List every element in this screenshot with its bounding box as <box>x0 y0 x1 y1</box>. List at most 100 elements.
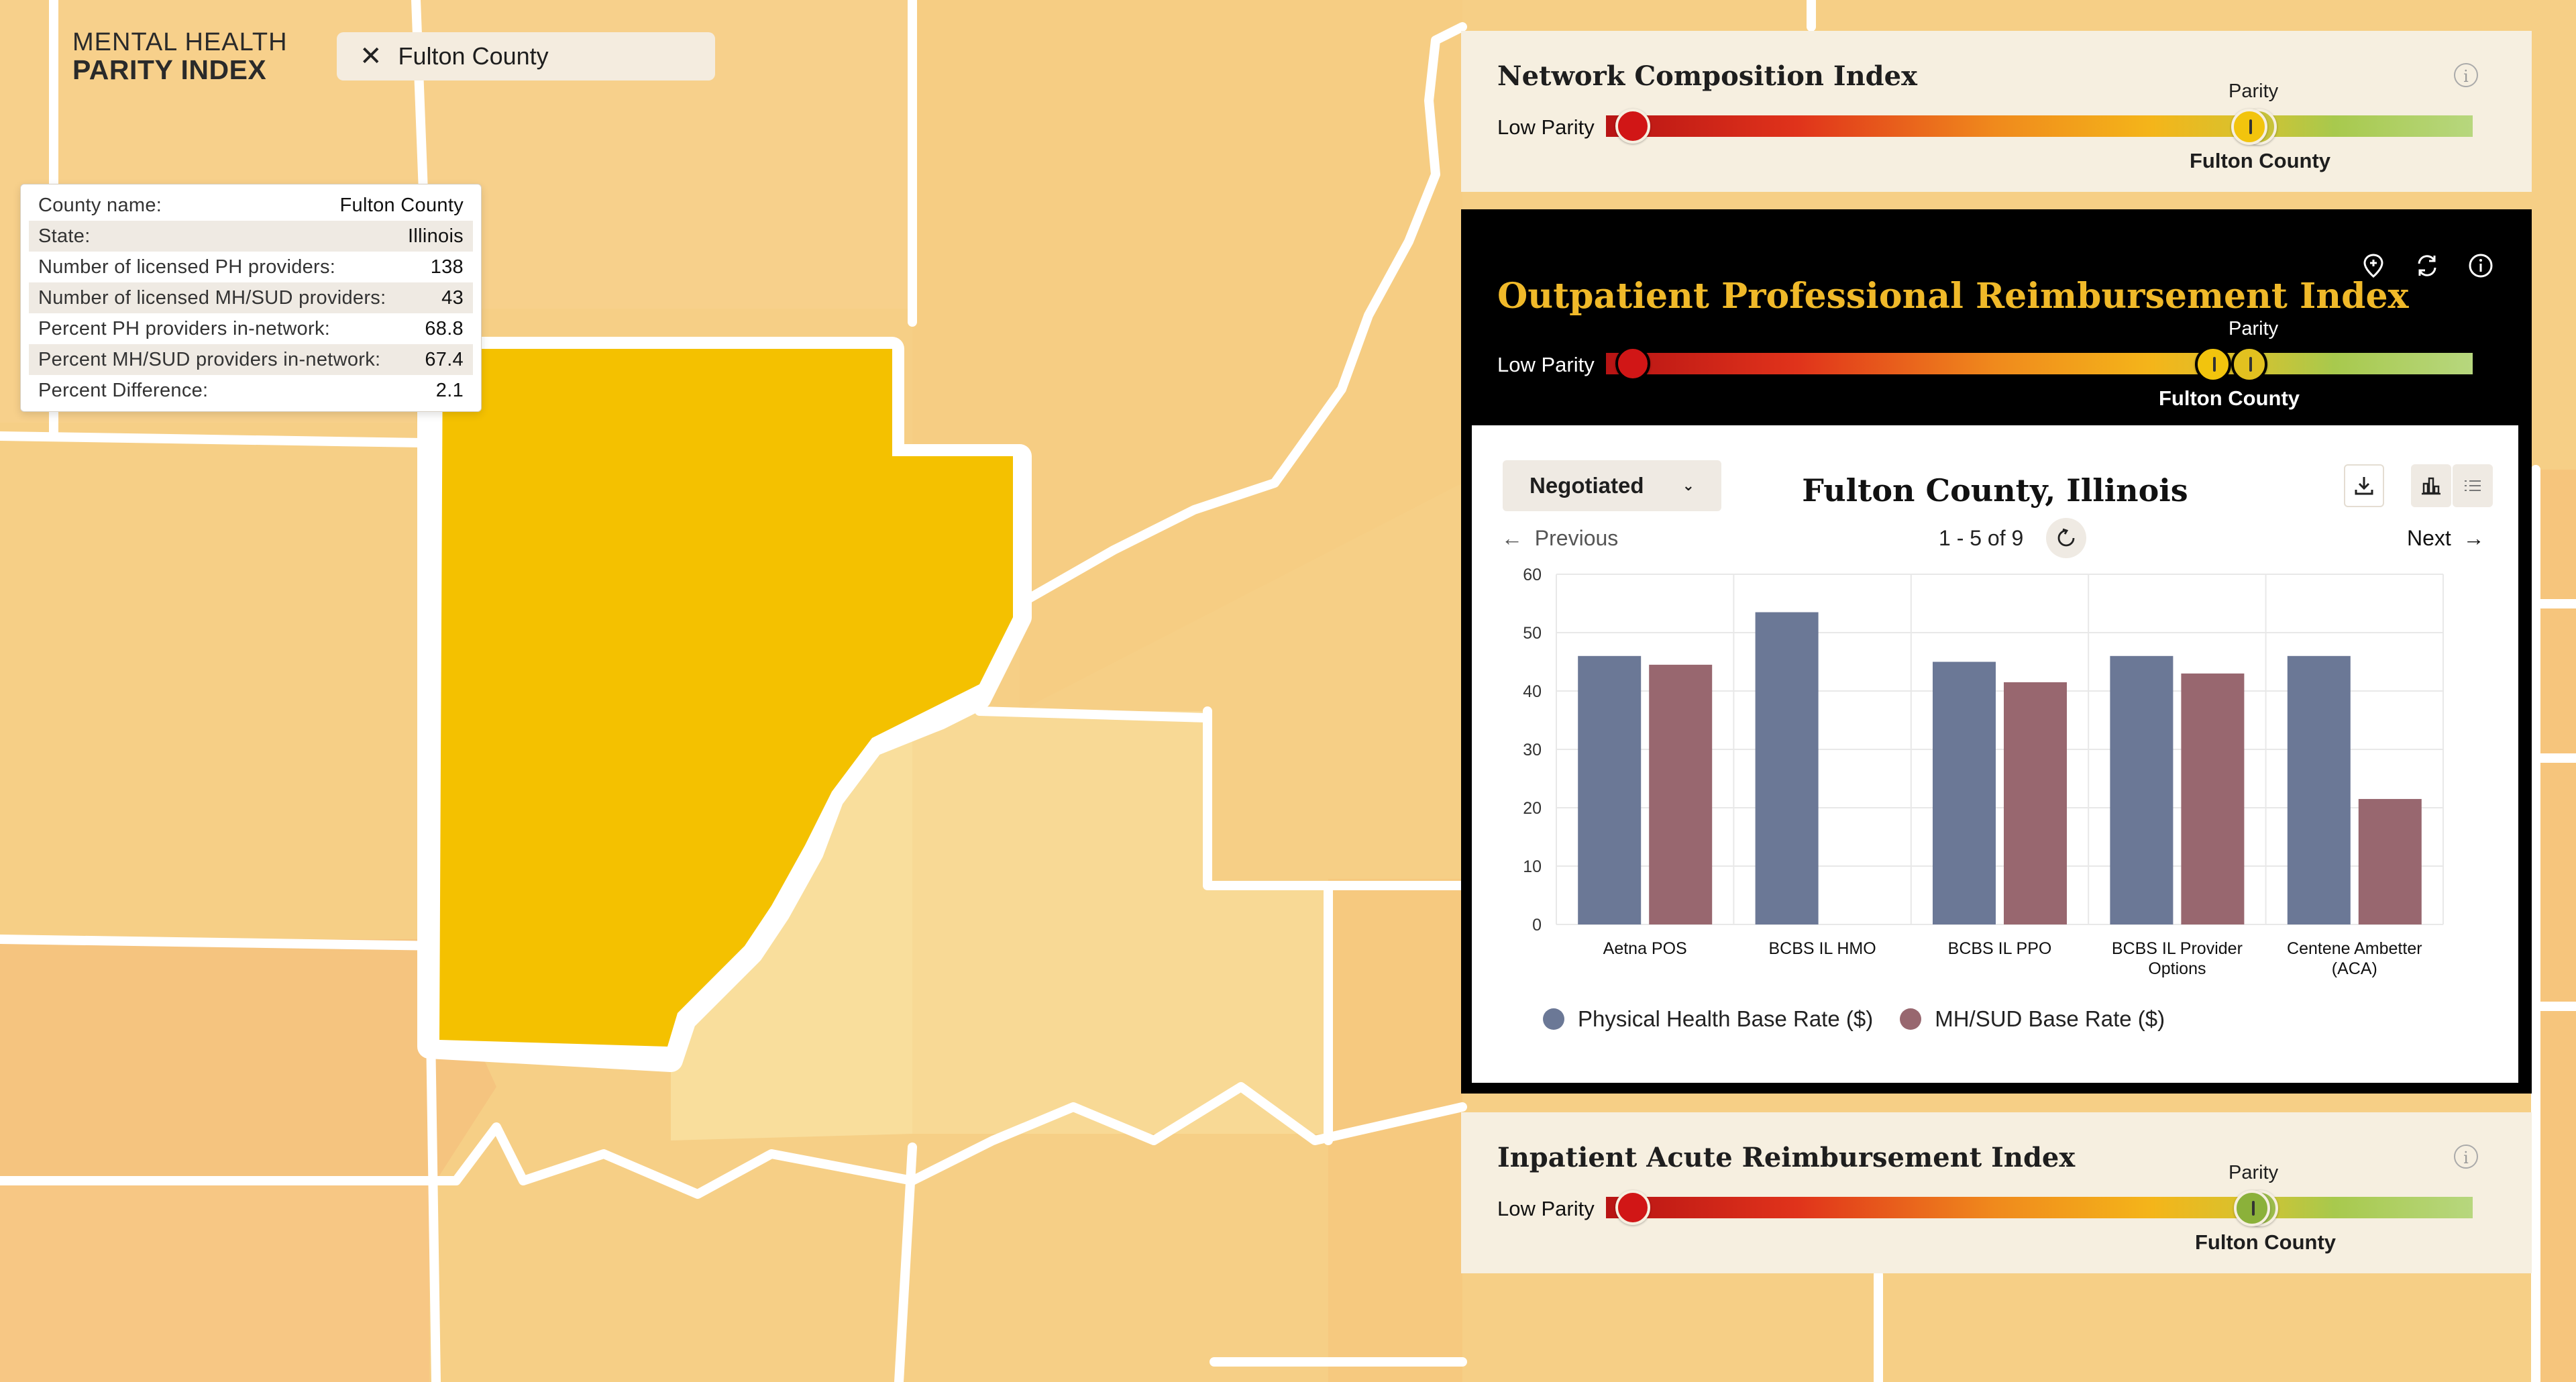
low-parity-marker <box>1615 1190 1650 1225</box>
x-tick-label: Aetna POS <box>1603 939 1687 958</box>
pagination-label: 1 - 5 of 9 <box>1939 526 2024 550</box>
x-tick-label: Options <box>2148 959 2206 978</box>
y-tick-label: 20 <box>1523 799 1542 818</box>
inpatient-acute-panel[interactable]: Inpatient Acute Reimbursement Index i Lo… <box>1461 1112 2532 1273</box>
low-parity-label: Low Parity <box>1497 1197 1595 1220</box>
tooltip-row: County name: Fulton County <box>29 190 473 221</box>
refresh-icon[interactable] <box>2414 252 2440 279</box>
download-button[interactable] <box>2344 464 2384 507</box>
tooltip-value: 68.8 <box>425 317 464 339</box>
bar-physical-health[interactable] <box>1933 661 1996 925</box>
tooltip-value: Fulton County <box>339 194 464 216</box>
tooltip-value: 138 <box>430 256 464 278</box>
tooltip-row: Percent Difference: 2.1 <box>29 375 473 406</box>
brand-logo[interactable]: MENTAL HEALTH PARITY INDEX <box>72 30 288 84</box>
y-tick-label: 60 <box>1523 566 1542 584</box>
tooltip-row: State: Illinois <box>29 221 473 252</box>
bar-physical-health[interactable] <box>2287 655 2351 924</box>
outpatient-parity-scale: Low Parity Parity Fulton County <box>1497 318 2497 410</box>
bar-physical-health[interactable] <box>1578 655 1642 924</box>
y-tick-label: 30 <box>1523 741 1542 759</box>
add-location-icon[interactable] <box>2360 252 2387 279</box>
select-value: Negotiated <box>1529 473 1644 498</box>
download-icon <box>2355 477 2373 495</box>
chart-card: Negotiated ⌄ Fulton County, Illinois ← P… <box>1472 425 2518 1083</box>
bar-physical-health[interactable] <box>1755 612 1819 924</box>
bar-mhsud[interactable] <box>2004 682 2067 924</box>
previous-button[interactable]: ← Previous <box>1501 526 1618 551</box>
legend-label: MH/SUD Base Rate ($) <box>1935 1006 2165 1031</box>
tooltip-label: Percent MH/SUD providers in-network: <box>38 348 381 370</box>
chevron-down-icon: ⌄ <box>1682 477 1695 494</box>
bar-mhsud[interactable] <box>2358 798 2422 924</box>
parity-track <box>1606 115 2473 137</box>
outpatient-reimbursement-panel[interactable]: Outpatient Professional Reimbursement In… <box>1461 209 2532 1094</box>
tooltip-value: Illinois <box>408 225 464 247</box>
county-search[interactable]: ✕ <box>337 32 715 81</box>
arrow-right-icon: → <box>2463 526 2485 550</box>
info-icon[interactable]: i <box>2454 1145 2478 1169</box>
low-parity-label: Low Parity <box>1497 353 1595 376</box>
parity-label: Parity <box>2229 1162 2279 1183</box>
county-tooltip: County name: Fulton County State: Illinois… <box>20 184 482 412</box>
tooltip-value: 67.4 <box>425 348 464 370</box>
tooltip-row: Percent MH/SUD providers in-network: 67.4 <box>29 344 473 375</box>
search-input[interactable] <box>396 42 712 71</box>
x-tick-label: Centene Ambetter <box>2287 939 2422 958</box>
inpatient-parity-scale: Low Parity Parity Fulton County <box>1497 1162 2497 1254</box>
info-icon[interactable]: i <box>2454 63 2478 87</box>
close-icon[interactable]: ✕ <box>360 42 382 71</box>
legend-label: Physical Health Base Rate ($) <box>1578 1006 1874 1031</box>
arrow-left-icon: ← <box>1501 526 1523 550</box>
low-parity-marker <box>1615 346 1650 381</box>
county-marker-label: Fulton County <box>2159 386 2300 410</box>
x-tick-label: BCBS IL Provider <box>2112 939 2243 958</box>
county-marker[interactable] <box>2234 1190 2270 1226</box>
network-parity-scale: Low Parity Parity Fulton County <box>1497 81 2497 172</box>
refresh-icon <box>2057 528 2075 547</box>
x-tick-label: (ACA) <box>2332 959 2377 978</box>
tooltip-value: 43 <box>441 286 464 309</box>
info-icon[interactable] <box>2467 252 2494 279</box>
previous-label: Previous <box>1534 526 1619 550</box>
list-view-toggle[interactable] <box>2453 464 2493 507</box>
tooltip-label: Number of licensed PH providers: <box>38 256 336 278</box>
bar-physical-health[interactable] <box>2110 655 2174 924</box>
legend-item[interactable]: MH/SUD Base Rate ($) <box>1900 1006 2165 1032</box>
chart-view-toggle[interactable] <box>2411 464 2451 507</box>
network-title: Network Composition Index <box>1497 60 1917 92</box>
legend-swatch <box>1543 1008 1564 1030</box>
low-parity-label: Low Parity <box>1497 115 1595 139</box>
county-marker[interactable] <box>2231 109 2267 145</box>
parity-label: Parity <box>2229 81 2279 102</box>
y-tick-label: 0 <box>1532 916 1542 935</box>
county-marker-label: Fulton County <box>2190 149 2331 172</box>
network-composition-panel[interactable]: Network Composition Index i Low Parity P… <box>1461 31 2532 192</box>
legend-item[interactable]: Physical Health Base Rate ($) <box>1543 1006 1873 1032</box>
chart-legend: Physical Health Base Rate ($) MH/SUD Bas… <box>1543 1006 2165 1032</box>
x-tick-label: BCBS IL PPO <box>1948 939 2052 958</box>
tooltip-label: State: <box>38 225 91 247</box>
inpatient-title: Inpatient Acute Reimbursement Index <box>1497 1142 2076 1173</box>
reset-button[interactable] <box>2046 518 2086 558</box>
tooltip-label: County name: <box>38 194 162 216</box>
bar-mhsud[interactable] <box>2181 673 2245 924</box>
parity-track <box>1606 1197 2473 1218</box>
county-marker[interactable] <box>2195 346 2231 382</box>
y-tick-label: 40 <box>1523 682 1542 701</box>
panel-actions <box>2360 252 2494 279</box>
next-button[interactable]: Next → <box>2407 526 2485 551</box>
bar-chart-icon <box>2422 477 2440 495</box>
y-tick-label: 10 <box>1523 857 1542 876</box>
chart-title: Fulton County, Illinois <box>1802 472 2188 509</box>
selected-county-fulton <box>439 349 1013 1047</box>
county-marker-label: Fulton County <box>2195 1230 2337 1254</box>
tooltip-value: 2.1 <box>435 379 464 401</box>
rate-type-select[interactable]: Negotiated ⌄ <box>1503 460 1721 511</box>
list-icon <box>2465 480 2481 491</box>
tooltip-row: Percent PH providers in-network: 68.8 <box>29 313 473 344</box>
bar-chart: 0 10 20 30 40 50 60 Aetna POS BCBS IL HMO BCBS IL… <box>1523 566 2444 978</box>
bar-mhsud[interactable] <box>1649 664 1713 924</box>
legend-swatch <box>1900 1008 1922 1030</box>
x-tick-label: BCBS IL HMO <box>1768 939 1876 958</box>
